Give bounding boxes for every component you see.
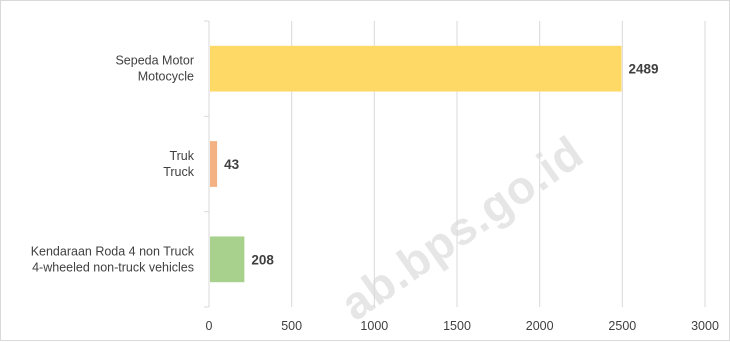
bars: [210, 45, 622, 283]
bar: [210, 141, 218, 187]
category-label: 4-wheeled non-truck vehicles: [32, 260, 194, 274]
category-label: Motocycle: [138, 70, 194, 84]
data-label: 43: [224, 157, 240, 172]
data-label: 208: [251, 252, 274, 267]
category-label: Truck: [163, 165, 195, 179]
watermark-text: ab.bps.go.id: [331, 125, 593, 330]
x-tick-label: 2000: [526, 319, 554, 333]
x-tick-label: 500: [281, 319, 302, 333]
x-tick-label: 1500: [443, 319, 471, 333]
x-tick-label: 2500: [608, 319, 636, 333]
x-tick-label: 0: [206, 319, 213, 333]
category-label: Truk: [169, 149, 194, 163]
category-label: Sepeda Motor: [115, 54, 194, 68]
x-tick-label: 1000: [360, 319, 388, 333]
x-tick-label: 3000: [691, 319, 719, 333]
x-tick-labels: 0 500 1000 1500 2000 2500 3000: [206, 319, 719, 333]
category-labels: Sepeda Motor Motocycle Truk Truck Kendaraan …: [31, 54, 195, 275]
bar: [210, 45, 622, 92]
category-label: Kendaraan Roda 4 non Truck: [31, 244, 195, 258]
category-axis: [204, 20, 210, 308]
data-label: 2489: [629, 62, 659, 77]
bar: [210, 236, 245, 283]
data-labels: 2489 43 208: [224, 62, 658, 268]
